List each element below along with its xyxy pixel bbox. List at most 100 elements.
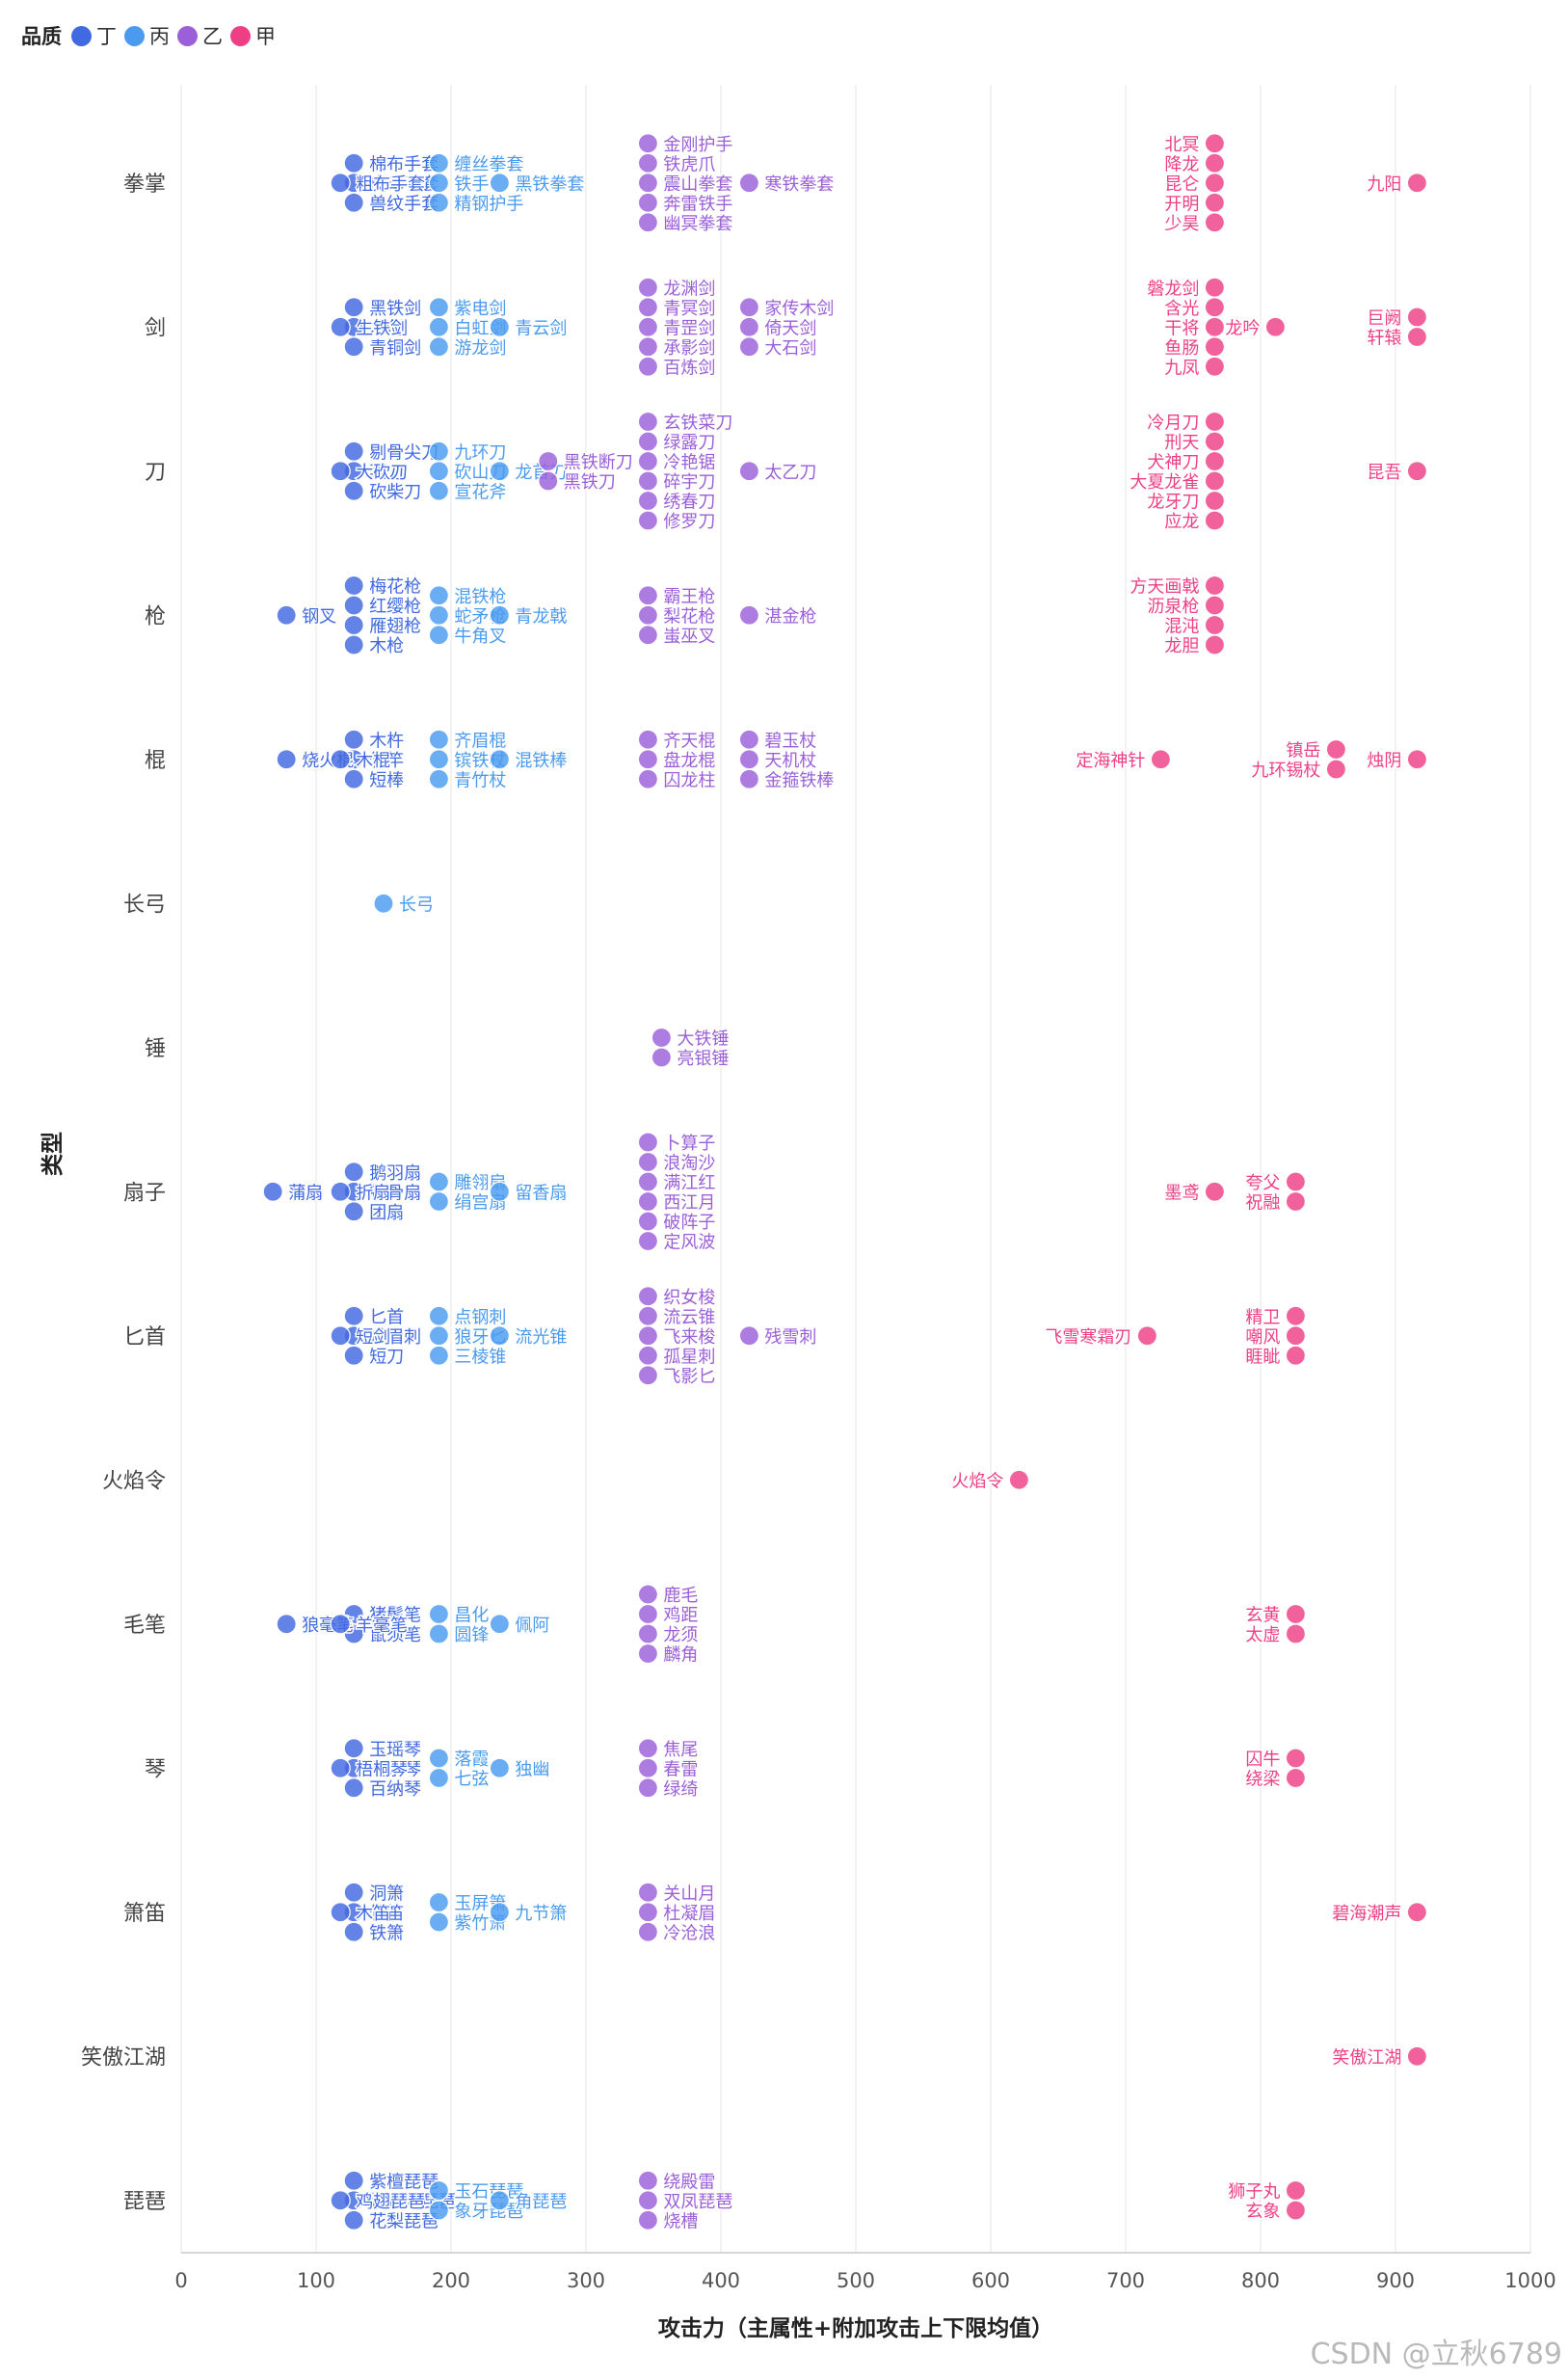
- data-point[interactable]: [1204, 411, 1226, 433]
- data-point[interactable]: [1406, 1902, 1428, 1923]
- data-point[interactable]: [637, 470, 659, 492]
- data-point[interactable]: [330, 2190, 351, 2211]
- data-point[interactable]: [637, 2209, 659, 2231]
- data-point[interactable]: [428, 729, 449, 750]
- data-point[interactable]: [1204, 173, 1226, 194]
- data-point[interactable]: [738, 749, 760, 770]
- data-point[interactable]: [276, 749, 297, 770]
- data-point[interactable]: [343, 729, 364, 750]
- data-point[interactable]: [1204, 431, 1226, 452]
- data-point[interactable]: [1325, 759, 1347, 780]
- data-point[interactable]: [1406, 749, 1428, 770]
- data-point[interactable]: [1285, 1748, 1307, 1769]
- data-point[interactable]: [1204, 1181, 1226, 1202]
- data-point[interactable]: [738, 461, 760, 482]
- data-point[interactable]: [1406, 307, 1428, 328]
- data-point[interactable]: [1285, 1603, 1307, 1625]
- legend-item-yi[interactable]: 乙: [177, 21, 223, 50]
- data-point[interactable]: [343, 595, 364, 616]
- data-point[interactable]: [428, 1171, 449, 1192]
- data-point[interactable]: [330, 749, 351, 770]
- data-point[interactable]: [428, 604, 449, 626]
- data-point[interactable]: [1285, 1767, 1307, 1789]
- data-point[interactable]: [637, 431, 659, 452]
- data-point[interactable]: [428, 768, 449, 789]
- data-point[interactable]: [1406, 326, 1428, 348]
- data-point[interactable]: [1285, 1190, 1307, 1213]
- data-point[interactable]: [1204, 297, 1226, 318]
- data-point[interactable]: [489, 1757, 511, 1778]
- data-point[interactable]: [637, 1777, 659, 1799]
- data-point[interactable]: [637, 356, 659, 377]
- data-point[interactable]: [1204, 356, 1226, 377]
- data-point[interactable]: [1325, 738, 1347, 761]
- data-point[interactable]: [489, 461, 511, 482]
- data-point[interactable]: [1285, 1305, 1307, 1326]
- data-point[interactable]: [637, 1902, 659, 1923]
- data-point[interactable]: [343, 152, 364, 174]
- data-point[interactable]: [343, 336, 364, 358]
- data-point[interactable]: [343, 1305, 364, 1326]
- data-point[interactable]: [428, 173, 449, 194]
- data-point[interactable]: [428, 441, 449, 462]
- data-point[interactable]: [637, 152, 659, 174]
- data-point[interactable]: [428, 1325, 449, 1347]
- data-point[interactable]: [637, 1132, 659, 1153]
- data-point[interactable]: [343, 1201, 364, 1222]
- data-point[interactable]: [637, 768, 659, 789]
- data-point[interactable]: [637, 729, 659, 750]
- data-point[interactable]: [637, 585, 659, 606]
- data-point[interactable]: [428, 152, 449, 174]
- data-point[interactable]: [637, 1623, 659, 1644]
- data-point[interactable]: [738, 729, 760, 750]
- data-point[interactable]: [637, 192, 659, 213]
- data-point[interactable]: [651, 1027, 673, 1049]
- data-point[interactable]: [343, 2170, 364, 2191]
- data-point[interactable]: [1204, 152, 1226, 174]
- data-point[interactable]: [738, 604, 760, 626]
- data-point[interactable]: [428, 1891, 449, 1913]
- data-point[interactable]: [1285, 1325, 1307, 1347]
- data-point[interactable]: [637, 212, 659, 233]
- data-point[interactable]: [637, 604, 659, 626]
- data-point[interactable]: [489, 1181, 511, 1202]
- data-point[interactable]: [637, 1643, 659, 1665]
- data-point[interactable]: [637, 1365, 659, 1386]
- data-point[interactable]: [1285, 1171, 1307, 1192]
- data-point[interactable]: [428, 625, 449, 646]
- data-point[interactable]: [428, 1305, 449, 1326]
- data-point[interactable]: [637, 277, 659, 298]
- data-point[interactable]: [738, 316, 760, 337]
- data-point[interactable]: [373, 893, 394, 914]
- data-point[interactable]: [428, 585, 449, 606]
- data-point[interactable]: [343, 1345, 364, 1366]
- data-point[interactable]: [1285, 2200, 1307, 2221]
- data-point[interactable]: [330, 1181, 351, 1202]
- data-point[interactable]: [428, 749, 449, 770]
- data-point[interactable]: [637, 1171, 659, 1192]
- data-point[interactable]: [428, 1603, 449, 1625]
- data-point[interactable]: [489, 1325, 511, 1347]
- data-point[interactable]: [637, 1305, 659, 1326]
- data-point[interactable]: [637, 2170, 659, 2191]
- data-point[interactable]: [343, 614, 364, 636]
- data-point[interactable]: [1204, 336, 1226, 358]
- data-point[interactable]: [489, 749, 511, 770]
- data-point[interactable]: [538, 470, 559, 492]
- data-point[interactable]: [428, 2200, 449, 2221]
- data-point[interactable]: [538, 450, 559, 472]
- data-point[interactable]: [330, 1757, 351, 1778]
- data-point[interactable]: [330, 1614, 351, 1635]
- legend-item-bing[interactable]: 丙: [124, 21, 170, 50]
- data-point[interactable]: [1204, 595, 1226, 616]
- data-point[interactable]: [428, 461, 449, 482]
- data-point[interactable]: [1264, 316, 1287, 337]
- data-point[interactable]: [1204, 212, 1226, 233]
- data-point[interactable]: [343, 1921, 364, 1942]
- data-point[interactable]: [637, 1603, 659, 1625]
- data-point[interactable]: [637, 1921, 659, 1942]
- data-point[interactable]: [330, 461, 351, 482]
- data-point[interactable]: [489, 2190, 511, 2211]
- data-point[interactable]: [1406, 2045, 1428, 2067]
- data-point[interactable]: [1285, 1345, 1307, 1366]
